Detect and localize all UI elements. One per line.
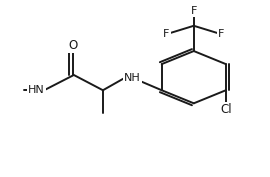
- Text: F: F: [163, 29, 170, 39]
- Text: NH: NH: [124, 73, 141, 83]
- Text: Cl: Cl: [220, 103, 232, 116]
- Text: HN: HN: [28, 85, 45, 95]
- Text: F: F: [191, 6, 197, 16]
- Text: F: F: [218, 29, 224, 39]
- Text: O: O: [68, 39, 78, 52]
